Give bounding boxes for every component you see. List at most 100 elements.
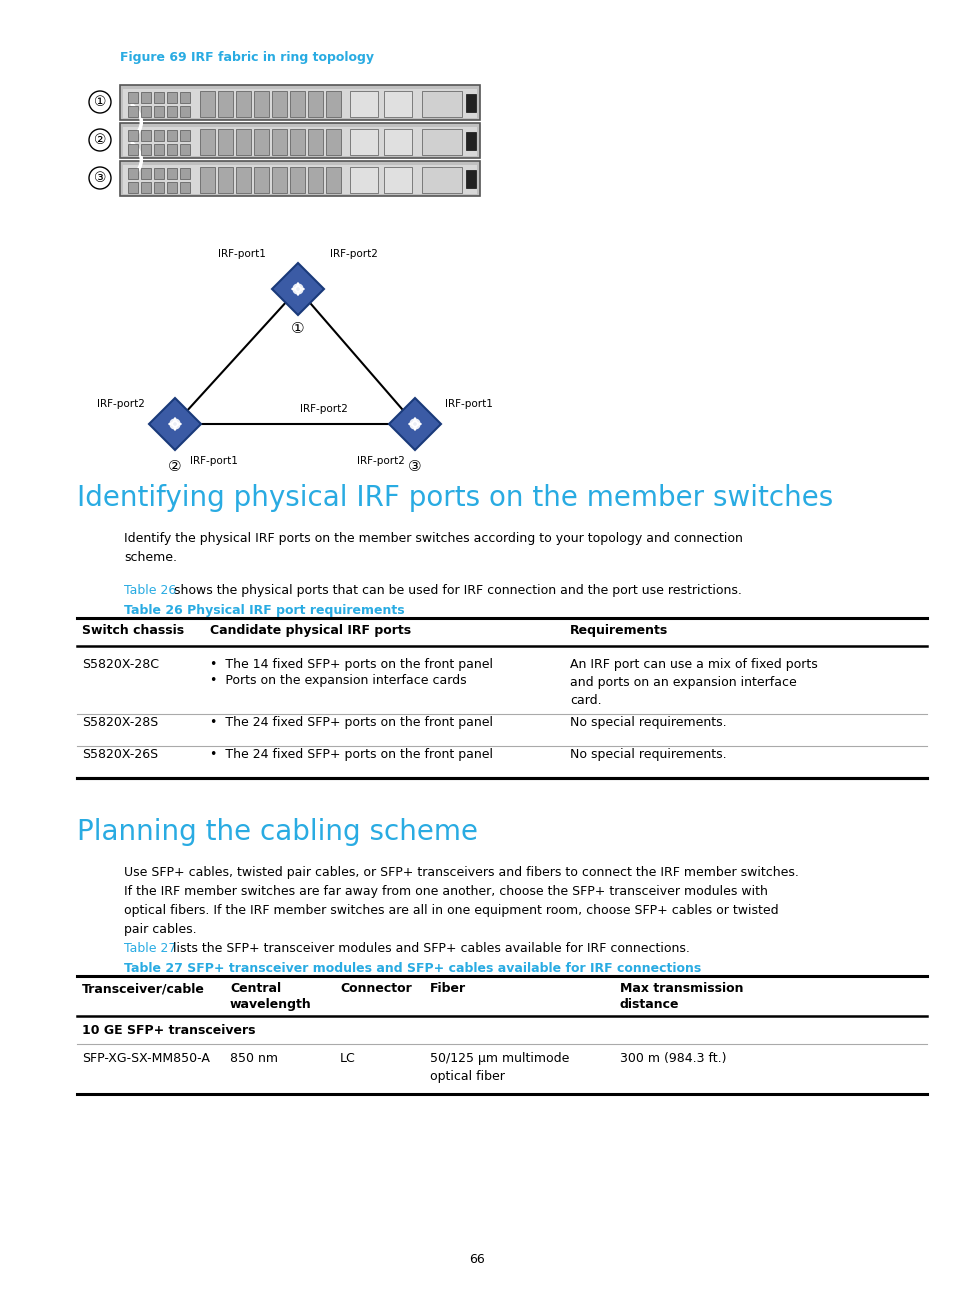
Circle shape	[292, 283, 303, 295]
Bar	[326, 167, 340, 193]
Text: •  The 24 fixed SFP+ ports on the front panel: • The 24 fixed SFP+ ports on the front p…	[210, 748, 493, 761]
Text: •  The 14 fixed SFP+ ports on the front panel: • The 14 fixed SFP+ ports on the front p…	[210, 659, 493, 672]
Bar	[128, 106, 138, 116]
Bar	[128, 92, 138, 104]
Bar	[253, 91, 269, 116]
Text: IRF-port1: IRF-port1	[190, 455, 237, 466]
Bar	[384, 91, 412, 116]
Bar	[120, 123, 479, 158]
Circle shape	[89, 167, 111, 189]
Bar	[167, 92, 177, 104]
Bar	[218, 167, 233, 193]
Bar	[167, 182, 177, 193]
Bar	[218, 91, 233, 116]
Bar	[384, 129, 412, 155]
Bar	[141, 168, 151, 179]
Text: Figure 69 IRF fabric in ring topology: Figure 69 IRF fabric in ring topology	[120, 50, 374, 63]
Bar	[128, 144, 138, 155]
Text: S5820X-28S: S5820X-28S	[82, 716, 158, 729]
Text: 10 GE SFP+ transceivers: 10 GE SFP+ transceivers	[82, 1024, 255, 1036]
Text: S5820X-28C: S5820X-28C	[82, 659, 159, 672]
Polygon shape	[149, 399, 201, 450]
Bar	[350, 91, 377, 116]
Text: Switch chassis: Switch chassis	[82, 624, 184, 637]
Bar	[180, 92, 190, 104]
Bar	[167, 106, 177, 116]
Bar	[167, 168, 177, 179]
Bar	[200, 91, 214, 116]
Text: No special requirements.: No special requirements.	[569, 748, 726, 761]
Text: Table 26: Table 26	[124, 584, 176, 597]
Bar	[350, 167, 377, 193]
Bar	[235, 167, 251, 193]
Bar	[421, 167, 461, 193]
Circle shape	[89, 129, 111, 151]
Bar	[153, 92, 164, 104]
Text: IRF-port1: IRF-port1	[218, 248, 266, 259]
Bar	[167, 144, 177, 155]
Polygon shape	[389, 399, 440, 450]
Text: Max transmission
distance: Max transmission distance	[619, 982, 742, 1011]
Bar	[200, 167, 214, 193]
Bar	[421, 129, 461, 155]
Text: ③: ③	[93, 171, 106, 185]
Circle shape	[169, 418, 180, 430]
Text: Table 26 Physical IRF port requirements: Table 26 Physical IRF port requirements	[124, 604, 404, 617]
Bar	[141, 144, 151, 155]
Bar	[123, 127, 476, 157]
Bar	[235, 129, 251, 155]
Bar	[253, 129, 269, 155]
Bar	[141, 182, 151, 193]
Text: Table 27: Table 27	[124, 942, 176, 955]
Text: Central
wavelength: Central wavelength	[230, 982, 312, 1011]
Text: IRF-port2: IRF-port2	[330, 248, 377, 259]
Bar	[153, 106, 164, 116]
Bar	[120, 160, 479, 195]
Bar	[326, 129, 340, 155]
Bar	[128, 129, 138, 141]
Text: Candidate physical IRF ports: Candidate physical IRF ports	[210, 624, 411, 637]
Text: Identify the physical IRF ports on the member switches according to your topolog: Identify the physical IRF ports on the m…	[124, 532, 742, 564]
Bar	[123, 89, 476, 118]
Text: Transceiver/cable: Transceiver/cable	[82, 982, 205, 995]
Bar	[272, 129, 287, 155]
Bar	[167, 129, 177, 141]
Bar	[141, 106, 151, 116]
Bar	[290, 91, 305, 116]
Bar	[326, 91, 340, 116]
Text: ①: ①	[291, 321, 305, 336]
Bar	[153, 144, 164, 155]
Bar	[128, 182, 138, 193]
Bar	[128, 168, 138, 179]
Text: LC: LC	[339, 1052, 355, 1065]
Bar	[123, 166, 476, 194]
Text: IRF-port1: IRF-port1	[444, 399, 493, 409]
Circle shape	[89, 91, 111, 113]
Text: Table 27 SFP+ transceiver modules and SFP+ cables available for IRF connections: Table 27 SFP+ transceiver modules and SF…	[124, 961, 700, 974]
Bar	[308, 129, 323, 155]
Text: lists the SFP+ transceiver modules and SFP+ cables available for IRF connections: lists the SFP+ transceiver modules and S…	[169, 942, 689, 955]
Bar	[153, 182, 164, 193]
Text: No special requirements.: No special requirements.	[569, 716, 726, 729]
Bar	[180, 144, 190, 155]
Text: 50/125 μm multimode
optical fiber: 50/125 μm multimode optical fiber	[430, 1052, 569, 1083]
Text: IRF-port2: IRF-port2	[97, 399, 145, 409]
Bar	[120, 85, 479, 120]
Text: SFP-XG-SX-MM850-A: SFP-XG-SX-MM850-A	[82, 1052, 210, 1065]
Bar	[200, 129, 214, 155]
Bar	[141, 129, 151, 141]
Bar	[253, 167, 269, 193]
Text: •  The 24 fixed SFP+ ports on the front panel: • The 24 fixed SFP+ ports on the front p…	[210, 716, 493, 729]
Bar	[308, 167, 323, 193]
Text: ②: ②	[168, 459, 182, 474]
Bar	[465, 132, 476, 150]
Bar	[465, 94, 476, 113]
Text: An IRF port can use a mix of fixed ports
and ports on an expansion interface
car: An IRF port can use a mix of fixed ports…	[569, 659, 817, 707]
Bar	[350, 129, 377, 155]
Text: Fiber: Fiber	[430, 982, 466, 995]
Text: IRF-port2: IRF-port2	[356, 455, 405, 466]
Bar	[180, 129, 190, 141]
Text: ②: ②	[93, 133, 106, 148]
Bar	[180, 168, 190, 179]
Text: shows the physical ports that can be used for IRF connection and the port use re: shows the physical ports that can be use…	[170, 584, 741, 597]
